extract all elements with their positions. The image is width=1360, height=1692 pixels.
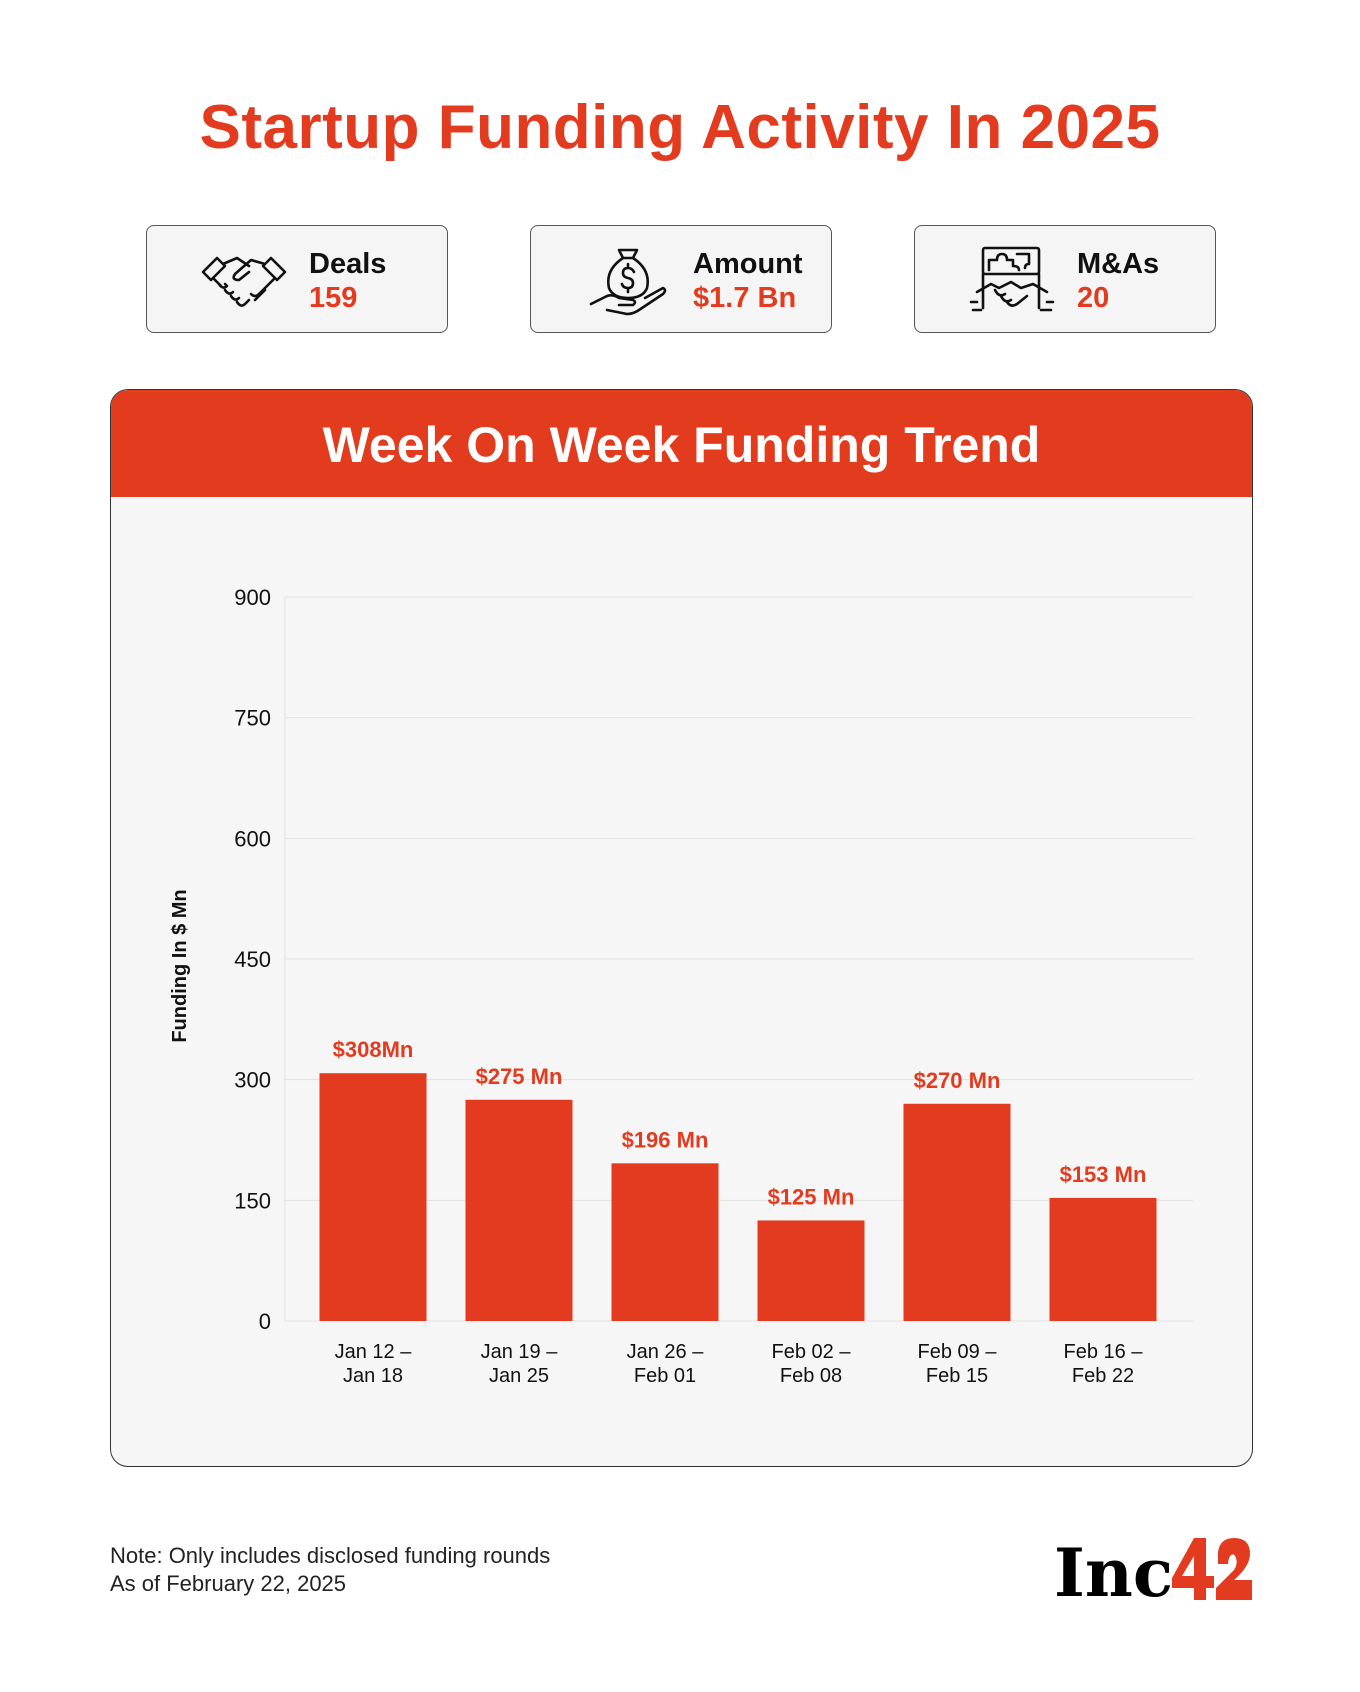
bar — [611, 1163, 719, 1321]
bar — [757, 1220, 865, 1321]
puzzle-handshake-icon — [969, 246, 1055, 312]
x-tick-label: Jan 12 – — [335, 1341, 413, 1363]
x-tick-label: Feb 16 – — [1064, 1341, 1144, 1363]
page-title: Startup Funding Activity In 2025 — [199, 93, 1161, 162]
bar — [319, 1073, 427, 1321]
bar — [465, 1099, 573, 1321]
y-tick-label: 750 — [234, 706, 271, 731]
footnote-note: Note: Only includes disclosed funding ro… — [110, 1543, 551, 1568]
x-tick-label: Feb 22 — [1072, 1365, 1134, 1387]
y-axis-label: Funding In $ Mn — [169, 889, 191, 1042]
money-bag-hand-icon — [589, 248, 667, 316]
y-tick-label: 600 — [234, 826, 271, 851]
chart-title: Week On Week Funding Trend — [322, 417, 1041, 473]
x-tick-label: Feb 01 — [634, 1365, 696, 1387]
x-tick-label: Jan 26 – — [627, 1341, 705, 1363]
ma-value: 20 — [1077, 282, 1110, 314]
amount-card: Amount $1.7 Bn — [530, 225, 832, 333]
y-tick-label: 300 — [234, 1068, 271, 1093]
handshake-icon — [201, 256, 287, 307]
logo-number-mark — [1172, 1538, 1252, 1600]
bar — [903, 1103, 1011, 1321]
bar — [1049, 1197, 1157, 1321]
data-label: $125 Mn — [768, 1184, 855, 1209]
ma-card: M&As 20 — [914, 225, 1216, 333]
chart-panel: Week On Week Funding Trend 0 150 300 450 600… — [110, 389, 1253, 1467]
ma-label: M&As — [1077, 248, 1160, 280]
y-tick-label: 0 — [259, 1309, 271, 1334]
y-tick-label: 450 — [234, 947, 271, 972]
data-label: $308Mn — [333, 1037, 414, 1062]
logo-text: Inc — [1054, 1534, 1173, 1610]
y-tick-label: 150 — [234, 1188, 271, 1213]
x-tick-label: Feb 15 — [926, 1365, 988, 1387]
data-label: $196 Mn — [622, 1127, 709, 1152]
inc42-logo: Inc — [1054, 1534, 1252, 1610]
deals-card: Deals 159 — [146, 225, 448, 333]
amount-label: Amount — [693, 248, 803, 280]
data-label: $153 Mn — [1060, 1162, 1147, 1187]
amount-value: $1.7 Bn — [693, 282, 797, 314]
x-tick-label: Feb 02 – — [772, 1341, 852, 1363]
deals-value: 159 — [309, 282, 358, 314]
chart-header: Week On Week Funding Trend — [111, 390, 1252, 497]
x-tick-label: Feb 09 – — [918, 1341, 998, 1363]
bar-chart: 0 150 300 450 600 750 900 Funding In $ Mn $308Mn… — [169, 585, 1193, 1387]
footnote-date: As of February 22, 2025 — [110, 1571, 347, 1596]
x-tick-label: Jan 19 – — [481, 1341, 559, 1363]
x-tick-label: Jan 18 — [343, 1365, 403, 1387]
deals-label: Deals — [309, 248, 387, 280]
x-tick-label: Jan 25 — [489, 1365, 549, 1387]
y-tick-label: 900 — [234, 585, 271, 610]
x-tick-label: Feb 08 — [780, 1365, 842, 1387]
data-label: $270 Mn — [914, 1068, 1001, 1093]
data-label: $275 Mn — [476, 1064, 563, 1089]
